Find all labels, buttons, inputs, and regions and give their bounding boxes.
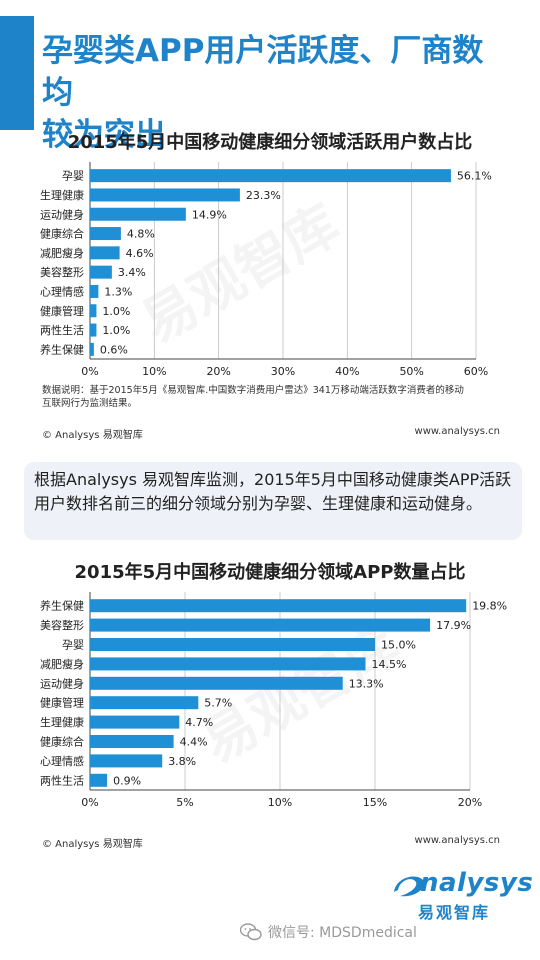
bar	[90, 715, 180, 729]
bar	[90, 657, 366, 671]
value-label: 4.4%	[180, 736, 208, 749]
chart1-active-users: 0% 10% 20% 30% 40% 50% 60% 孕婴 56.1% 生理健康 23.3% 运动健身…	[40, 162, 492, 378]
logo-swoosh-icon	[394, 876, 425, 897]
page-title-line2: 较为突出	[42, 117, 166, 153]
chart2-title: 2015年5月中国移动健康细分领域APP数量占比	[74, 562, 466, 583]
category-label: 孕婴	[62, 639, 84, 652]
bar	[90, 169, 451, 183]
category-label: 美容整形	[40, 618, 84, 632]
value-label: 0.9%	[113, 774, 141, 787]
bar	[90, 676, 343, 690]
x-tick-label: 60%	[464, 365, 488, 378]
value-label: 3.8%	[168, 755, 196, 768]
bar	[90, 246, 120, 260]
value-label: 1.0%	[102, 305, 130, 318]
data-note-line2: 互联网行为监测结果。	[42, 398, 138, 409]
bar	[90, 773, 108, 787]
page-title: 孕婴类APP用户活跃度、厂商数均 较为突出	[42, 30, 512, 156]
summary-box: 根据Analysys 易观智库监测，2015年5月中国移动健康类APP活跃用户数…	[24, 462, 522, 540]
x-tick-label: 50%	[399, 365, 423, 378]
category-label: 生理健康	[40, 715, 84, 729]
bar	[90, 207, 186, 221]
x-tick-label: 15%	[363, 796, 387, 809]
value-label: 23.3%	[246, 189, 281, 202]
value-label: 5.7%	[204, 697, 232, 710]
category-label: 健康综合	[40, 735, 84, 749]
bar	[90, 227, 121, 241]
website-link[interactable]: www.analysys.cn	[414, 835, 500, 846]
value-label: 13.3%	[349, 677, 384, 690]
data-note: 数据说明：基于2015年5月《易观智库.中国数字消费用户雷达》341万移动端活跃…	[42, 384, 512, 410]
category-label: 两性生活	[40, 323, 84, 337]
value-label: 4.8%	[127, 228, 155, 241]
category-label: 运动健身	[40, 207, 84, 221]
copyright-text: © Analysys 易观智库	[42, 839, 143, 850]
x-tick-label: 10%	[268, 796, 292, 809]
x-tick-label: 30%	[271, 365, 295, 378]
bar	[90, 265, 112, 279]
bar	[90, 284, 99, 298]
category-label: 养生保健	[40, 342, 84, 356]
x-tick-label: 20%	[458, 796, 482, 809]
value-label: 1.0%	[102, 324, 130, 337]
title-accent-bar	[0, 16, 34, 130]
bar	[90, 342, 94, 356]
category-label: 心理情感	[40, 285, 84, 298]
wechat-text: 微信号: MDSDmedical	[268, 925, 417, 941]
footer-1: © Analysys 易观智库 www.analysys.cn	[42, 426, 500, 441]
logo-wordmark: nalysys	[420, 868, 534, 898]
logo-chinese: 易观智库	[418, 903, 491, 922]
category-label: 健康管理	[40, 696, 84, 710]
category-label: 健康管理	[40, 304, 84, 318]
category-label: 运动健身	[40, 676, 84, 690]
x-tick-label: 10%	[142, 365, 166, 378]
title-block: 孕婴类APP用户活跃度、厂商数均 较为突出	[0, 8, 540, 153]
x-tick-label: 5%	[176, 796, 193, 809]
value-label: 3.4%	[118, 266, 146, 279]
bar	[90, 696, 199, 710]
value-label: 56.1%	[457, 170, 492, 183]
chart1-title: 2015年5月中国移动健康细分领域活跃用户数占比	[67, 132, 473, 153]
value-label: 14.9%	[192, 208, 227, 221]
website-link[interactable]: www.analysys.cn	[414, 426, 500, 437]
wechat-id: 微信号: MDSDmedical	[240, 922, 417, 942]
category-label: 美容整形	[40, 265, 84, 279]
category-label: 减肥瘦身	[40, 246, 84, 260]
bar	[90, 754, 163, 768]
value-label: 4.6%	[126, 247, 154, 260]
x-tick-label: 40%	[335, 365, 359, 378]
category-label: 生理健康	[40, 188, 84, 202]
category-label: 养生保健	[40, 599, 84, 613]
wechat-icon	[240, 923, 262, 941]
category-label: 健康综合	[40, 227, 84, 241]
value-label: 15.0%	[381, 639, 416, 652]
bar	[90, 323, 97, 337]
bar	[90, 735, 174, 748]
value-label: 14.5%	[372, 658, 407, 671]
analysys-logo: nalysys 易观智库	[390, 868, 533, 922]
category-label: 孕婴	[62, 170, 84, 183]
copyright-text: © Analysys 易观智库	[42, 430, 143, 441]
x-tick-label: 0%	[81, 365, 98, 378]
page-title-line1: 孕婴类APP用户活跃度、厂商数均	[42, 33, 484, 111]
bar	[90, 304, 97, 318]
bar	[90, 618, 431, 632]
footer-2: © Analysys 易观智库 www.analysys.cn	[42, 835, 500, 850]
value-label: 17.9%	[436, 619, 471, 632]
chart2-app-count: 0% 5% 10% 15% 20% 养生保健 19.8% 美容整形 17.9% 孕婴 15.0% 减肥…	[40, 592, 507, 809]
x-tick-label: 20%	[206, 365, 230, 378]
x-tick-label: 0%	[81, 796, 98, 809]
data-note-line1: 数据说明：基于2015年5月《易观智库.中国数字消费用户雷达》341万移动端活跃…	[42, 385, 464, 396]
category-label: 两性生活	[40, 773, 84, 787]
bar	[90, 599, 467, 613]
value-label: 4.7%	[185, 716, 213, 729]
category-label: 减肥瘦身	[40, 657, 84, 671]
bar	[90, 188, 240, 202]
value-label: 0.6%	[100, 343, 128, 356]
value-label: 1.3%	[104, 285, 132, 298]
category-label: 心理情感	[40, 755, 84, 768]
value-label: 19.8%	[472, 600, 507, 613]
bar	[90, 638, 375, 651]
